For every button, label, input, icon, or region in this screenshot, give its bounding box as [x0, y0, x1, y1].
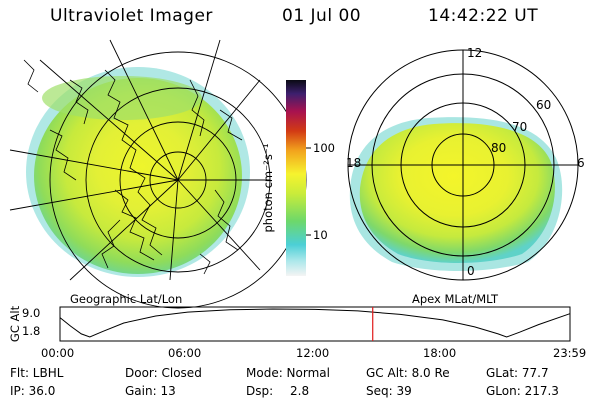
left-panel-caption: Geographic Lat/Lon [70, 292, 183, 306]
timeline-ytick-max: 9.0 [22, 306, 41, 320]
colorbar-label-10: 10 [313, 228, 328, 242]
colorbar [286, 80, 311, 276]
filter-info: Flt: LBHL [10, 366, 64, 380]
mlat-label-70: 70 [512, 120, 528, 134]
colorbar-unit-label: photon cm⁻²s⁻¹ [261, 143, 275, 233]
glat-info: GLat: 77.7 [486, 366, 549, 380]
instrument-title: Ultraviolet Imager [50, 6, 213, 26]
seq-info: Seq: 39 [366, 384, 412, 398]
timeline-frame [59, 306, 571, 342]
mlat-label-80: 80 [491, 141, 507, 155]
geographic-image-panel [9, 39, 307, 309]
mlt-label-6: 6 [577, 156, 585, 170]
auroral-emission-right [349, 117, 563, 271]
mlt-label-12: 12 [467, 46, 483, 60]
colorbar-gradient [286, 80, 306, 276]
altitude-timeline [59, 306, 571, 342]
dsp-info-label: Dsp: [246, 384, 274, 398]
altitude-curve [59, 308, 571, 338]
timeline-xtick-4: 23:59 [553, 346, 587, 360]
glon-info: GLon: 217.3 [486, 384, 559, 398]
timeline-xtick-1: 06:00 [168, 346, 202, 360]
mlat-label-60: 60 [536, 98, 552, 112]
right-panel-caption: Apex MLat/MLT [412, 292, 499, 306]
dsp-info-value: 2.8 [290, 384, 310, 398]
magnetic-polar-panel [347, 49, 579, 281]
lat-lon-grid [9, 39, 307, 309]
timeline-xtick-2: 12:00 [296, 346, 330, 360]
mlt-label-18: 18 [346, 156, 362, 170]
time-label: 14:42:22 UT [428, 6, 539, 26]
mlat-mlt-grid [347, 49, 579, 281]
gc-alt-info: GC Alt: 8.0 Re [366, 366, 450, 380]
mlt-label-0: 0 [467, 264, 475, 278]
auroral-emission-left [26, 67, 250, 277]
door-info: Door: Closed [125, 366, 202, 380]
ip-info: IP: 36.0 [10, 384, 56, 398]
coastlines [23, 59, 243, 275]
timeline-xtick-0: 00:00 [41, 346, 75, 360]
colorbar-label-100: 100 [313, 141, 335, 155]
mode-info: Mode: Normal [246, 366, 330, 380]
timeline-xtick-3: 18:00 [423, 346, 457, 360]
gain-info: Gain: 13 [125, 384, 176, 398]
timeline-ylabel: GC Alt [8, 305, 22, 343]
timeline-ytick-min: 1.8 [22, 324, 41, 338]
date-label: 01 Jul 00 [282, 6, 362, 26]
